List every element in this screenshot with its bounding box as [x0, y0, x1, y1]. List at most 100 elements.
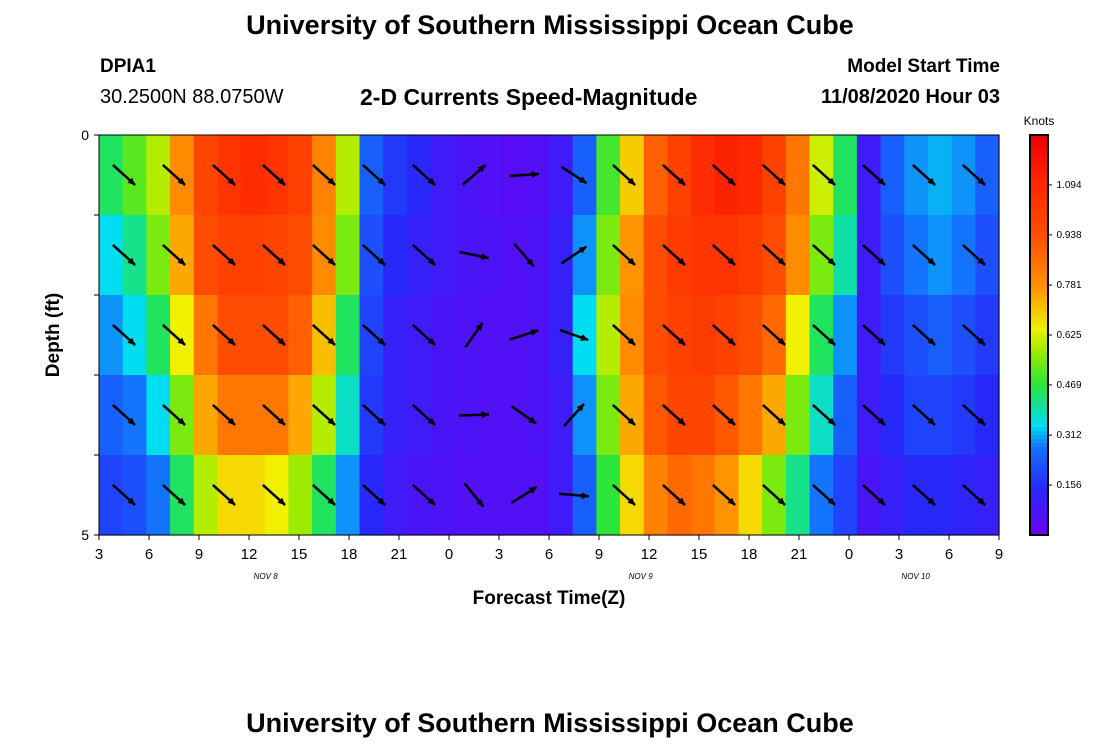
- heatmap-cell: [383, 135, 408, 216]
- current-arrow: [312, 164, 336, 186]
- colorbar-segment: [1030, 159, 1048, 164]
- x-axis: 3 6 9 12 15 18 21 0 3 6 9 12 15 18 21 0 3 6 9 NOV 8 NOV 9 NOV…: [95, 535, 1003, 581]
- current-arrow: [513, 242, 535, 268]
- heatmap-cell: [406, 215, 432, 296]
- heatmap-cell: [359, 455, 384, 536]
- heatmap-cell: [241, 215, 266, 296]
- colorbar-segment: [1030, 363, 1048, 368]
- heatmap-cell: [596, 295, 621, 376]
- colorbar-segment: [1030, 231, 1048, 236]
- current-arrow: [262, 164, 286, 186]
- colorbar-segment: [1030, 455, 1048, 460]
- heatmap-cell: [383, 455, 408, 536]
- colorbar-segment: [1030, 183, 1048, 188]
- heatmap-cell: [738, 455, 763, 536]
- heatmap-cell: [880, 455, 905, 536]
- colorbar-segment: [1030, 251, 1048, 256]
- colorbar-tick-label: 0.469: [1056, 380, 1081, 391]
- heatmap-cell: [264, 135, 290, 216]
- x-tick-label: 12: [641, 546, 658, 563]
- current-arrow: [612, 244, 636, 266]
- current-arrow: [262, 484, 286, 506]
- current-arrow: [962, 484, 986, 506]
- station-coordinates: 30.2500N 88.0750W: [100, 86, 284, 108]
- colorbar-segment: [1030, 427, 1048, 432]
- current-vectors: [112, 164, 986, 508]
- heatmap-cell: [146, 375, 171, 456]
- colorbar-segment: [1030, 163, 1048, 168]
- colorbar-segment: [1030, 199, 1048, 204]
- colorbar-segment: [1030, 259, 1048, 264]
- heatmap-cell: [477, 455, 503, 536]
- current-arrow: [412, 244, 436, 266]
- y-tick-label: 0: [81, 127, 89, 143]
- current-arrow: [712, 244, 736, 266]
- current-arrow: [362, 164, 386, 186]
- heatmap-cell: [667, 455, 692, 536]
- station-id: DPIA1: [100, 56, 156, 77]
- x-tick-label: 3: [495, 546, 503, 563]
- heatmap-cell: [643, 215, 669, 296]
- x-tick-label: 6: [545, 546, 553, 563]
- date-label: NOV 8: [254, 572, 279, 581]
- current-arrow: [464, 321, 484, 349]
- heatmap-cell: [691, 135, 716, 216]
- current-arrow: [612, 404, 636, 426]
- heatmap-cell: [833, 455, 858, 536]
- heatmap-cell: [927, 455, 953, 536]
- colorbar-segment: [1030, 507, 1048, 512]
- current-arrow: [559, 328, 589, 342]
- current-arrow: [463, 482, 485, 508]
- heatmap-cell: [122, 455, 147, 536]
- y-axis-label: Depth (ft): [43, 293, 64, 377]
- heatmap-cell: [738, 135, 763, 216]
- current-arrow: [362, 244, 386, 266]
- heatmap-cell: [383, 215, 408, 296]
- colorbar-segment: [1030, 283, 1048, 288]
- heatmap-cell: [264, 215, 290, 296]
- colorbar-segment: [1030, 323, 1048, 328]
- current-arrow: [510, 405, 538, 425]
- colorbar-segment: [1030, 439, 1048, 444]
- current-arrow: [412, 404, 436, 426]
- colorbar-segment: [1030, 335, 1048, 340]
- colorbar-segment: [1030, 407, 1048, 412]
- colorbar-segment: [1030, 267, 1048, 272]
- colorbar-segment: [1030, 151, 1048, 156]
- colorbar-segment: [1030, 347, 1048, 352]
- current-arrow: [212, 324, 236, 346]
- current-arrow: [912, 244, 936, 266]
- colorbar-tick-label: 0.312: [1056, 430, 1081, 441]
- x-tick-label: 0: [445, 546, 453, 563]
- heatmap-cell: [430, 455, 455, 536]
- x-axis-label: Forecast Time(Z): [473, 588, 626, 609]
- heatmap-cell: [335, 215, 361, 296]
- current-arrow: [812, 324, 836, 346]
- colorbar-segment: [1030, 223, 1048, 228]
- x-tick-label: 3: [895, 546, 903, 563]
- colorbar-segment: [1030, 343, 1048, 348]
- current-arrow: [112, 404, 136, 426]
- heatmap-cell: [383, 375, 408, 456]
- heatmap-cell: [927, 215, 953, 296]
- heatmap-cell: [951, 135, 976, 216]
- current-arrow: [762, 484, 786, 506]
- colorbar-segment: [1030, 375, 1048, 380]
- heatmap-cell: [833, 215, 858, 296]
- current-arrow: [412, 324, 436, 346]
- current-arrow: [962, 164, 986, 186]
- heatmap-cell: [785, 135, 811, 216]
- colorbar-segment: [1030, 291, 1048, 296]
- current-arrow: [509, 329, 539, 341]
- heatmap-cell: [927, 295, 953, 376]
- colorbar-segment: [1030, 135, 1048, 140]
- colorbar-tick-label: 0.156: [1056, 480, 1081, 491]
- colorbar-segment: [1030, 487, 1048, 492]
- heatmap-cell: [406, 135, 432, 216]
- footer-title: University of Southern Mississippi Ocean…: [246, 708, 854, 738]
- current-arrow: [812, 404, 836, 426]
- page-title: University of Southern Mississippi Ocean…: [246, 10, 854, 40]
- heatmap-cell: [880, 295, 905, 376]
- heatmap-cell: [643, 375, 669, 456]
- colorbar-segment: [1030, 447, 1048, 452]
